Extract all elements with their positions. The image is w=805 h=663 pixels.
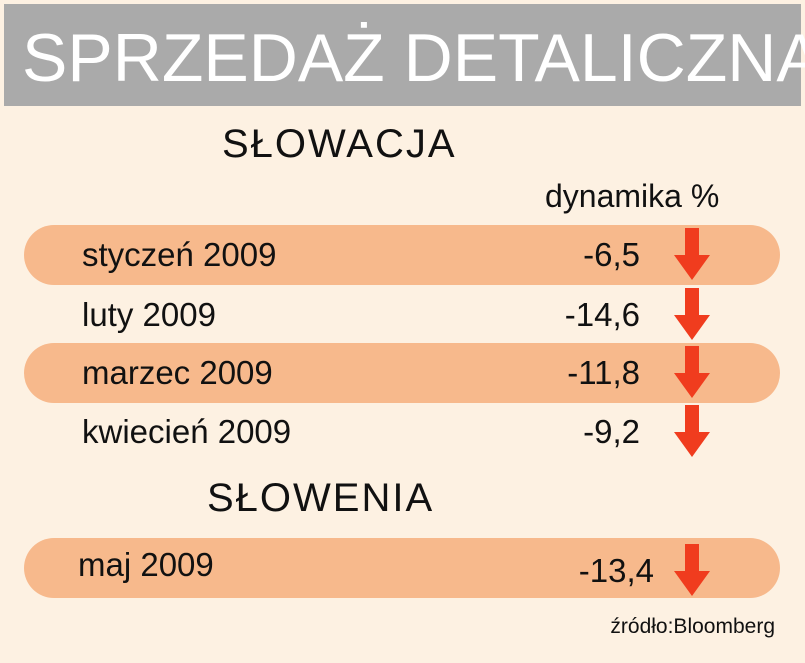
table-row: kwiecień 2009 -9,2 <box>24 402 780 462</box>
down-arrow-icon <box>674 346 710 398</box>
period-label: maj 2009 <box>78 546 214 583</box>
table-row: luty 2009 -14,6 <box>24 285 780 345</box>
period-label: marzec 2009 <box>82 354 273 391</box>
down-arrow-icon <box>674 228 710 280</box>
down-arrow-icon <box>674 544 710 596</box>
table-row: marzec 2009 -11,8 <box>24 343 780 403</box>
section-title-slovenia: SŁOWENIA <box>207 476 435 520</box>
value-label: -11,8 <box>567 354 640 391</box>
down-arrow-icon <box>674 288 710 340</box>
table-row: maj 2009 -13,4 <box>24 538 780 598</box>
period-label: kwiecień 2009 <box>82 413 292 450</box>
section-title-slovakia: SŁOWACJA <box>222 122 457 166</box>
chart-title: SPRZEDAŻ DETALICZNA <box>22 20 805 96</box>
table-row: styczeń 2009 -6,5 <box>24 225 780 285</box>
down-arrow-icon <box>674 405 710 457</box>
value-label: -14,6 <box>564 296 640 333</box>
column-header: dynamika % <box>545 178 720 214</box>
period-label: luty 2009 <box>82 296 216 333</box>
value-label: -6,5 <box>583 236 640 273</box>
title-banner: SPRZEDAŻ DETALICZNA <box>4 4 805 106</box>
value-label: -13,4 <box>578 552 654 589</box>
period-label: styczeń 2009 <box>82 236 277 273</box>
value-label: -9,2 <box>583 413 640 450</box>
source-note: źródło:Bloomberg <box>610 615 775 638</box>
